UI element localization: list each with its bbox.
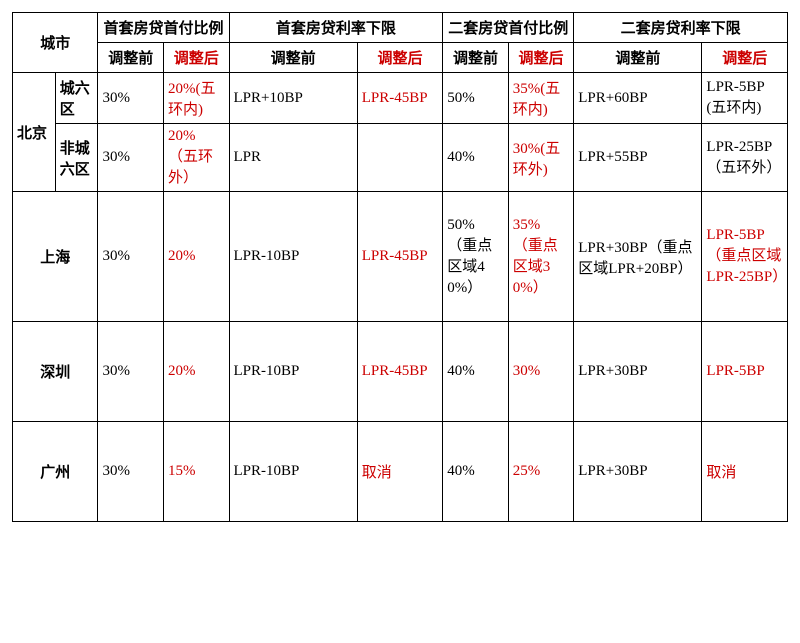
row-shanghai: 上海 30% 20% LPR-10BP LPR-45BP 50%（重点区域40%…: [13, 192, 788, 322]
gz-frate-b: LPR-10BP: [229, 422, 357, 522]
col-first-rate: 首套房贷利率下限: [229, 13, 443, 43]
row-shenzhen: 深圳 30% 20% LPR-10BP LPR-45BP 40% 30% LPR…: [13, 322, 788, 422]
bj-in-fdp-b: 30%: [98, 73, 164, 124]
bj-in-srate-b: LPR+60BP: [574, 73, 702, 124]
second-dp-before-hdr: 调整前: [443, 43, 509, 73]
bj-out-sdp-a: 30%(五环外): [508, 124, 574, 192]
sh-sdp-a: 35%（重点区域30%）: [508, 192, 574, 322]
first-rate-before-hdr: 调整前: [229, 43, 357, 73]
col-second-dp: 二套房贷首付比例: [443, 13, 574, 43]
sz-srate-b: LPR+30BP: [574, 322, 702, 422]
bj-out-sdp-b: 40%: [443, 124, 509, 192]
first-dp-after-hdr: 调整后: [163, 43, 229, 73]
first-dp-before-hdr: 调整前: [98, 43, 164, 73]
sz-frate-b: LPR-10BP: [229, 322, 357, 422]
bj-out-srate-b: LPR+55BP: [574, 124, 702, 192]
city-shenzhen: 深圳: [13, 322, 98, 422]
sz-sdp-a: 30%: [508, 322, 574, 422]
sz-frate-a: LPR-45BP: [357, 322, 442, 422]
sh-fdp-b: 30%: [98, 192, 164, 322]
bj-in-frate-a: LPR-45BP: [357, 73, 442, 124]
first-rate-after-hdr: 调整后: [357, 43, 442, 73]
gz-srate-a: 取消: [702, 422, 788, 522]
sh-sdp-b: 50%（重点区域40%）: [443, 192, 509, 322]
bj-in-sdp-a: 35%(五环内): [508, 73, 574, 124]
header-row-2: 调整前 调整后 调整前 调整后 调整前 调整后 调整前 调整后: [13, 43, 788, 73]
bj-out-fdp-a: 20%（五环外）: [163, 124, 229, 192]
sh-fdp-a: 20%: [163, 192, 229, 322]
bj-in-frate-b: LPR+10BP: [229, 73, 357, 124]
beijing-outer-name: 非城六区: [55, 124, 98, 192]
sh-srate-a: LPR-5BP（重点区域LPR-25BP）: [702, 192, 788, 322]
bj-in-fdp-a: 20%(五环内): [163, 73, 229, 124]
bj-out-srate-a: LPR-25BP（五环外）: [702, 124, 788, 192]
bj-out-frate-b: LPR: [229, 124, 357, 192]
bj-in-sdp-b: 50%: [443, 73, 509, 124]
sz-srate-a: LPR-5BP: [702, 322, 788, 422]
gz-fdp-a: 15%: [163, 422, 229, 522]
gz-sdp-b: 40%: [443, 422, 509, 522]
beijing-inner-name: 城六区: [55, 73, 98, 124]
col-first-dp: 首套房贷首付比例: [98, 13, 229, 43]
mortgage-policy-table: 城市 首套房贷首付比例 首套房贷利率下限 二套房贷首付比例 二套房贷利率下限 调…: [12, 12, 788, 522]
row-beijing-outer: 非城六区 30% 20%（五环外） LPR 40% 30%(五环外) LPR+5…: [13, 124, 788, 192]
gz-frate-a: 取消: [357, 422, 442, 522]
second-dp-after-hdr: 调整后: [508, 43, 574, 73]
header-row-1: 城市 首套房贷首付比例 首套房贷利率下限 二套房贷首付比例 二套房贷利率下限: [13, 13, 788, 43]
city-beijing: 北京: [13, 73, 56, 192]
sz-fdp-a: 20%: [163, 322, 229, 422]
gz-sdp-a: 25%: [508, 422, 574, 522]
row-guangzhou: 广州 30% 15% LPR-10BP 取消 40% 25% LPR+30BP …: [13, 422, 788, 522]
bj-in-srate-a: LPR-5BP(五环内): [702, 73, 788, 124]
col-second-rate: 二套房贷利率下限: [574, 13, 788, 43]
sh-frate-a: LPR-45BP: [357, 192, 442, 322]
bj-out-frate-a: [357, 124, 442, 192]
sh-srate-b: LPR+30BP（重点区域LPR+20BP）: [574, 192, 702, 322]
second-rate-after-hdr: 调整后: [702, 43, 788, 73]
gz-fdp-b: 30%: [98, 422, 164, 522]
sz-sdp-b: 40%: [443, 322, 509, 422]
sh-frate-b: LPR-10BP: [229, 192, 357, 322]
bj-out-fdp-b: 30%: [98, 124, 164, 192]
col-city: 城市: [13, 13, 98, 73]
gz-srate-b: LPR+30BP: [574, 422, 702, 522]
second-rate-before-hdr: 调整前: [574, 43, 702, 73]
city-shanghai: 上海: [13, 192, 98, 322]
row-beijing-inner: 北京 城六区 30% 20%(五环内) LPR+10BP LPR-45BP 50…: [13, 73, 788, 124]
city-guangzhou: 广州: [13, 422, 98, 522]
sz-fdp-b: 30%: [98, 322, 164, 422]
